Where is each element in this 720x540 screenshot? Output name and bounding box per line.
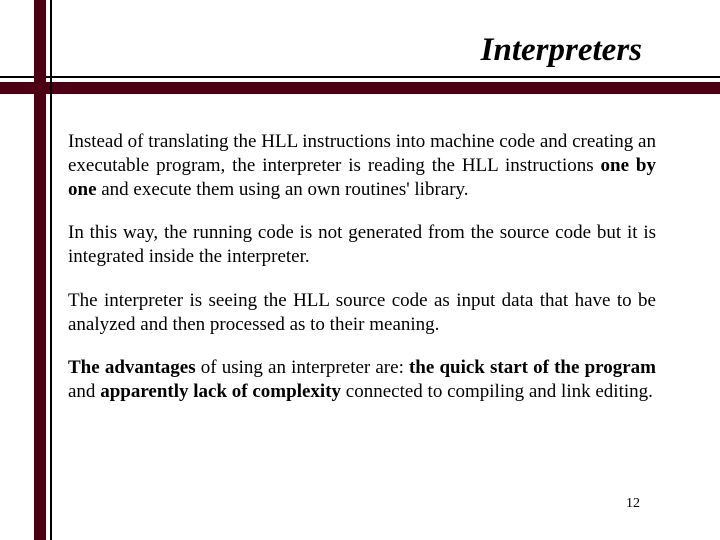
slide: Interpreters Instead of translating the … (0, 0, 720, 540)
p4-text-d: and (68, 381, 100, 402)
slide-title: Interpreters (0, 32, 720, 69)
p1-text-a: Instead of translating the HLL instructi… (68, 131, 656, 176)
p4-bold-a: The advantages (68, 357, 196, 378)
divider-vertical-thin (50, 0, 52, 540)
paragraph-1: Instead of translating the HLL instructi… (68, 130, 656, 201)
body-text: Instead of translating the HLL instructi… (68, 130, 656, 424)
p4-text-b: of using an interpreter are: (196, 357, 409, 378)
paragraph-2: In this way, the running code is not gen… (68, 221, 656, 269)
p1-text-b: and execute them using an own routines' … (97, 179, 469, 200)
page-number: 12 (626, 496, 640, 512)
p4-bold-c: the quick start of the program (409, 357, 656, 378)
divider-horizontal-thin (0, 76, 720, 78)
divider-vertical-thick (34, 0, 46, 540)
p4-bold-e: apparently lack of complexity (100, 381, 341, 402)
paragraph-3: The interpreter is seeing the HLL source… (68, 289, 656, 337)
paragraph-4: The advantages of using an interpreter a… (68, 356, 656, 404)
divider-horizontal-thick (0, 82, 720, 94)
p4-text-f: connected to compiling and link editing. (341, 381, 653, 402)
